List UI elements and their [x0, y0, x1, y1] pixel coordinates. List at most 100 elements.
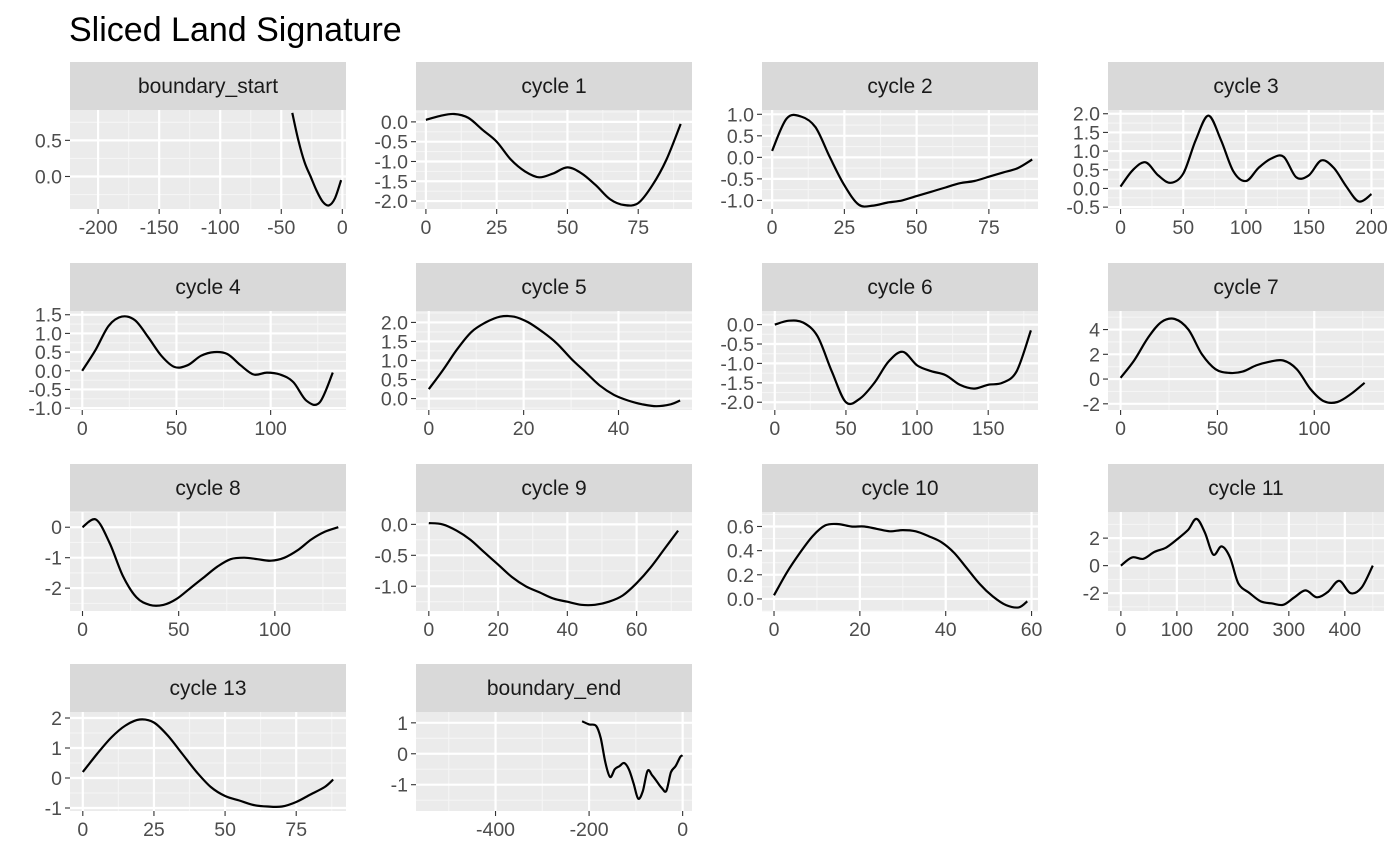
x-tick-label: 50: [214, 819, 236, 841]
facet-label: cycle 2: [867, 75, 932, 98]
y-tick-label: -2: [1083, 583, 1100, 605]
y-tick-label: 0.2: [727, 565, 754, 587]
facet-strip: [762, 464, 1038, 512]
x-tick-label: 200: [1217, 619, 1250, 641]
facet-strip: [70, 464, 346, 512]
x-tick-label: 0: [77, 619, 88, 641]
facet-strip: [762, 263, 1038, 311]
y-tick-label: 0.0: [727, 147, 754, 169]
facet-label: cycle 5: [521, 276, 586, 299]
series-line: [81, 518, 339, 607]
y-tick-label: -0.5: [720, 169, 754, 191]
facet-label: cycle 13: [169, 677, 246, 700]
panel-background: [1108, 512, 1384, 611]
y-tick-label: -2: [45, 578, 62, 600]
x-tick-label: 0: [677, 819, 688, 841]
x-tick-label: 50: [166, 418, 188, 440]
x-tick-label: -150: [140, 217, 179, 239]
y-tick-label: 0.0: [1073, 178, 1100, 200]
x-tick-label: -50: [267, 217, 295, 239]
facet-label: cycle 11: [1208, 477, 1283, 500]
y-tick-label: 0: [397, 744, 408, 766]
y-tick-label: 1.0: [727, 104, 754, 126]
x-tick-label: 0: [337, 217, 348, 239]
y-tick-label: 0.0: [381, 112, 408, 134]
x-tick-label: 25: [143, 819, 165, 841]
y-tick-label: -1: [391, 775, 408, 797]
facet-label: cycle 9: [521, 477, 586, 500]
x-tick-label: 75: [285, 819, 307, 841]
x-tick-label: -200: [570, 819, 609, 841]
series-line: [428, 522, 679, 607]
facet-strip: [70, 664, 346, 712]
facet-panel: cycle 5 0 20 40 2.01.51.00.50.0: [381, 263, 692, 440]
y-tick-label: -0.5: [374, 545, 408, 567]
x-tick-label: -400: [476, 819, 515, 841]
x-tick-label: 100: [901, 418, 934, 440]
x-tick-label: 75: [627, 217, 649, 239]
panel-background: [416, 110, 692, 209]
x-tick-label: 0: [77, 819, 88, 841]
facet-panel: cycle 2 0 25 50 75 1.00.50.0-0.5-1.0: [720, 62, 1038, 239]
facet-strip: [70, 263, 346, 311]
y-tick-label: 0.6: [727, 516, 754, 538]
facet-label: boundary_start: [138, 75, 278, 98]
series-line: [773, 522, 1028, 609]
y-tick-label: -1: [45, 798, 62, 820]
y-tick-label: 0.0: [35, 361, 62, 383]
series-line: [291, 112, 343, 207]
y-tick-label: 2.0: [381, 312, 408, 334]
x-tick-label: 0: [769, 619, 780, 641]
x-tick-label: -200: [79, 217, 118, 239]
facet-panel: boundary_start -200 -150 -100 -50 0 0.5 0.0: [35, 62, 348, 239]
y-tick-label: 0.0: [727, 315, 754, 337]
x-tick-label: 40: [556, 619, 578, 641]
y-tick-label: 0.5: [381, 370, 408, 392]
y-tick-label: 1.0: [1073, 141, 1100, 163]
y-tick-label: 0.5: [35, 342, 62, 364]
y-tick-label: -1.5: [720, 373, 754, 395]
x-tick-label: 150: [972, 418, 1005, 440]
x-tick-label: 20: [487, 619, 509, 641]
x-tick-label: -100: [201, 217, 240, 239]
facet-panel: cycle 1 0 25 50 75 0.0-0.5-1.0-1.5-2.0: [374, 62, 692, 239]
x-tick-label: 100: [1161, 619, 1194, 641]
series-line: [81, 315, 334, 406]
facet-strip: [416, 62, 692, 110]
y-tick-label: 2: [1089, 344, 1100, 366]
x-tick-label: 50: [557, 217, 579, 239]
y-tick-label: -0.5: [28, 379, 62, 401]
x-tick-label: 50: [835, 418, 857, 440]
series-line: [425, 112, 682, 207]
x-tick-label: 60: [626, 619, 648, 641]
y-tick-label: -1: [45, 548, 62, 570]
panel-background: [416, 512, 692, 611]
facet-label: cycle 3: [1213, 75, 1278, 98]
x-tick-label: 25: [486, 217, 508, 239]
y-tick-label: -1.0: [374, 151, 408, 173]
x-tick-label: 100: [259, 619, 292, 641]
y-tick-label: 0: [51, 517, 62, 539]
y-tick-label: 0.5: [35, 130, 62, 152]
facet-panel: cycle 4 0 50 100 1.51.00.50.0-0.5-1.0: [28, 263, 346, 440]
facet-label: cycle 6: [867, 276, 932, 299]
x-tick-label: 0: [1115, 619, 1126, 641]
x-tick-label: 20: [513, 418, 535, 440]
facet-strip: [416, 464, 692, 512]
series-line: [1120, 517, 1374, 607]
y-tick-label: 1: [51, 738, 62, 760]
facet-panel: boundary_end -400 -200 0 1 0 -1: [391, 664, 692, 841]
x-tick-label: 150: [1292, 217, 1325, 239]
panel-background: [70, 311, 346, 410]
series-line: [81, 718, 334, 809]
panel-background: [416, 712, 692, 811]
y-tick-label: 0: [1089, 556, 1100, 578]
series-line: [771, 113, 1033, 208]
y-tick-label: 0.0: [381, 389, 408, 411]
facet-label: cycle 4: [175, 276, 241, 299]
y-tick-label: 0.5: [1073, 160, 1100, 182]
panel-background: [1108, 311, 1384, 410]
facet-strip: [1108, 464, 1384, 512]
series-line: [581, 720, 684, 800]
facet-panel: cycle 6 0 50 100 150 0.0-0.5-1.0-1.5-2.0: [720, 263, 1038, 440]
